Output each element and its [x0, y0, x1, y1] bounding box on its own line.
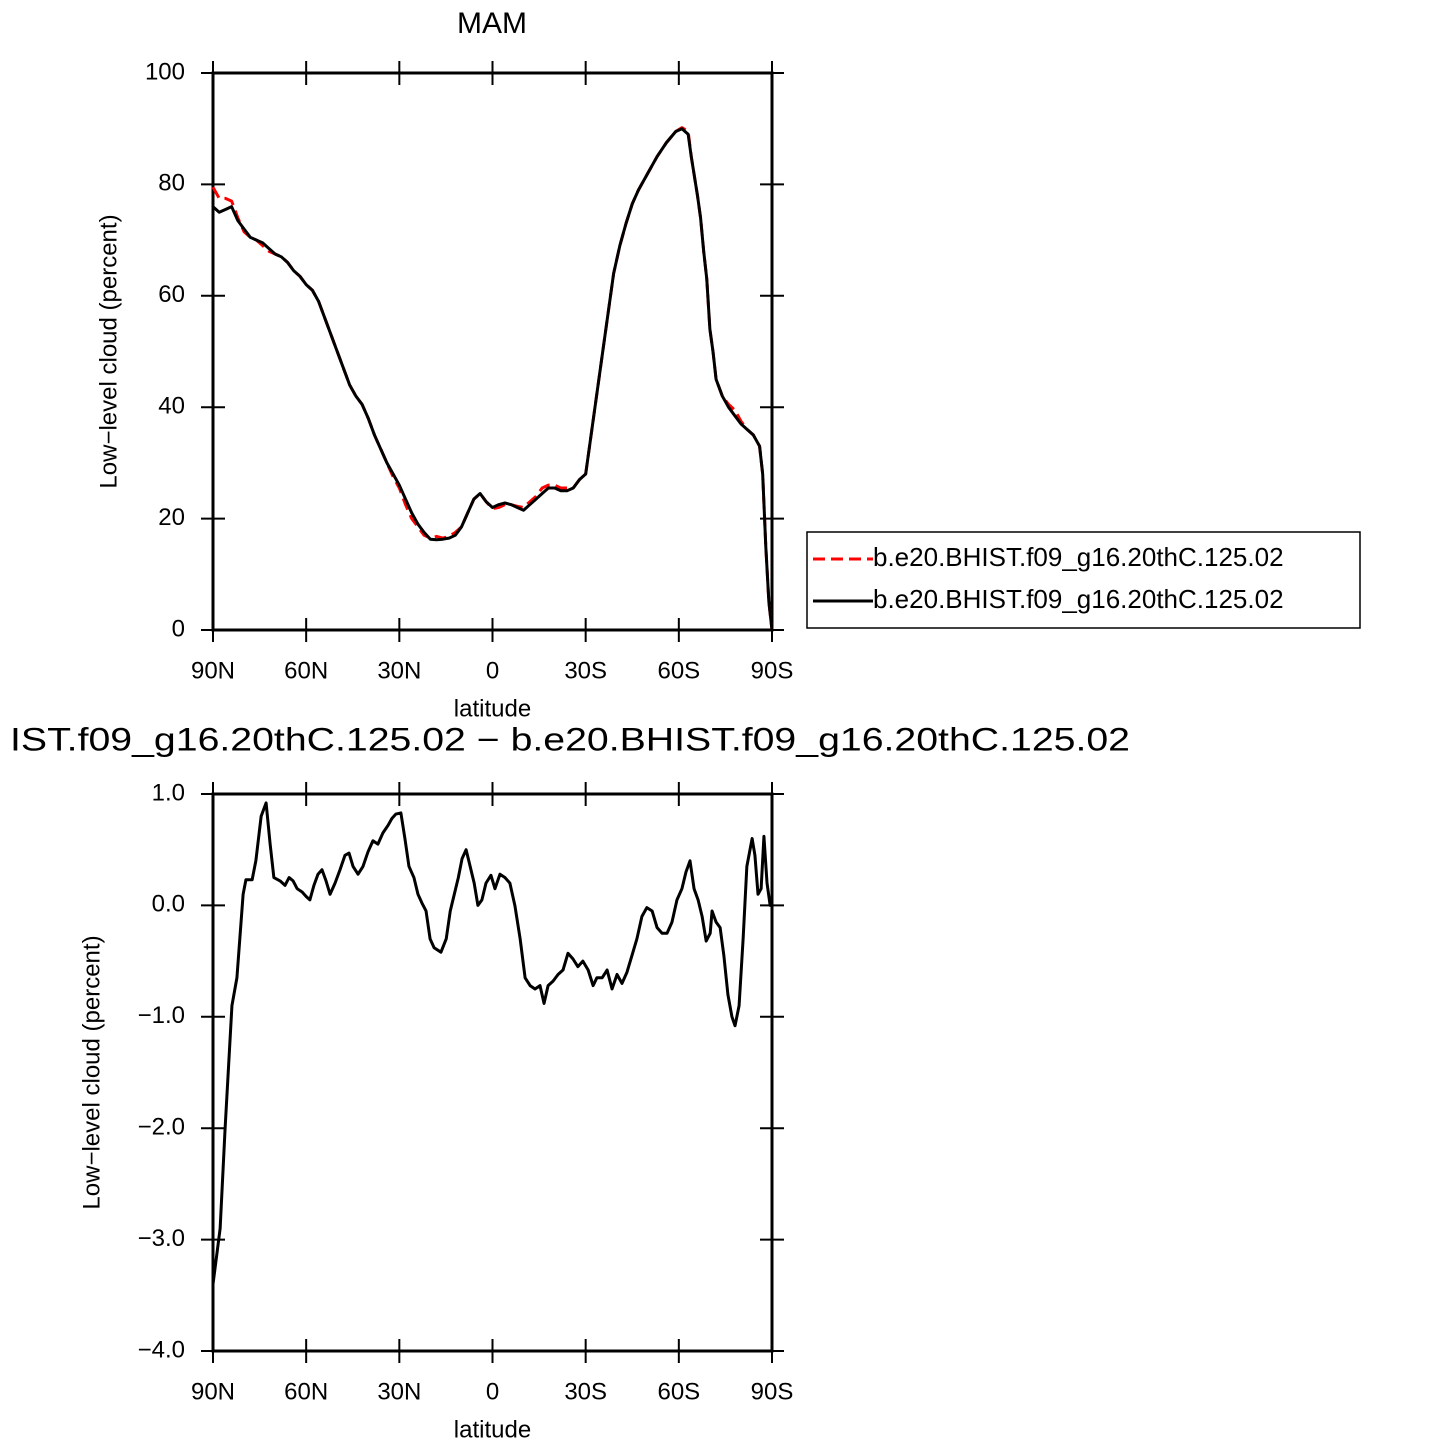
- x-axis-label: latitude: [454, 695, 531, 722]
- x-tick-label: 90N: [191, 657, 235, 684]
- x-tick-label: 30S: [564, 1378, 607, 1405]
- chart-title: IST.f09_g16.20thC.125.02 − b.e20.BHIST.f…: [10, 721, 1130, 757]
- data-line: [211, 801, 772, 1285]
- x-tick-label: 30S: [564, 657, 607, 684]
- y-tick-label: 40: [158, 393, 185, 420]
- x-tick-label: 60N: [284, 1378, 328, 1405]
- x-tick-label: 60S: [657, 657, 700, 684]
- y-axis-label: Low−level cloud (percent): [78, 935, 105, 1209]
- y-tick-label: 1.0: [152, 779, 185, 806]
- x-axis-label: latitude: [454, 1416, 531, 1443]
- x-tick-label: 30N: [377, 1378, 421, 1405]
- x-tick-label: 0: [486, 1378, 499, 1405]
- x-tick-label: 30N: [377, 657, 421, 684]
- y-tick-label: 0: [172, 615, 185, 642]
- y-tick-label: 0.0: [152, 891, 185, 918]
- y-tick-label: −3.0: [138, 1225, 185, 1252]
- y-tick-label: 60: [158, 281, 185, 308]
- y-tick-label: −2.0: [138, 1114, 185, 1141]
- y-tick-label: −4.0: [138, 1336, 185, 1363]
- y-tick-label: 100: [145, 58, 185, 85]
- legend-label: b.e20.BHIST.f09_g16.20thC.125.02: [873, 584, 1284, 614]
- x-tick-label: 60S: [657, 1378, 700, 1405]
- plot-frame: [211, 71, 774, 632]
- x-tick-label: 0: [486, 657, 499, 684]
- x-tick-label: 90S: [751, 1378, 794, 1405]
- legend-label: b.e20.BHIST.f09_g16.20thC.125.02: [873, 542, 1284, 572]
- y-axis-label: Low−level cloud (percent): [95, 214, 122, 488]
- legend-box: [806, 531, 1361, 629]
- chart-title: MAM: [457, 7, 527, 40]
- y-tick-label: 20: [158, 504, 185, 531]
- y-tick-label: −1.0: [138, 1002, 185, 1029]
- x-tick-label: 90N: [191, 1378, 235, 1405]
- x-tick-label: 90S: [751, 657, 794, 684]
- x-tick-label: 60N: [284, 657, 328, 684]
- data-line: [211, 127, 774, 631]
- data-line: [211, 126, 774, 631]
- y-tick-label: 80: [158, 170, 185, 197]
